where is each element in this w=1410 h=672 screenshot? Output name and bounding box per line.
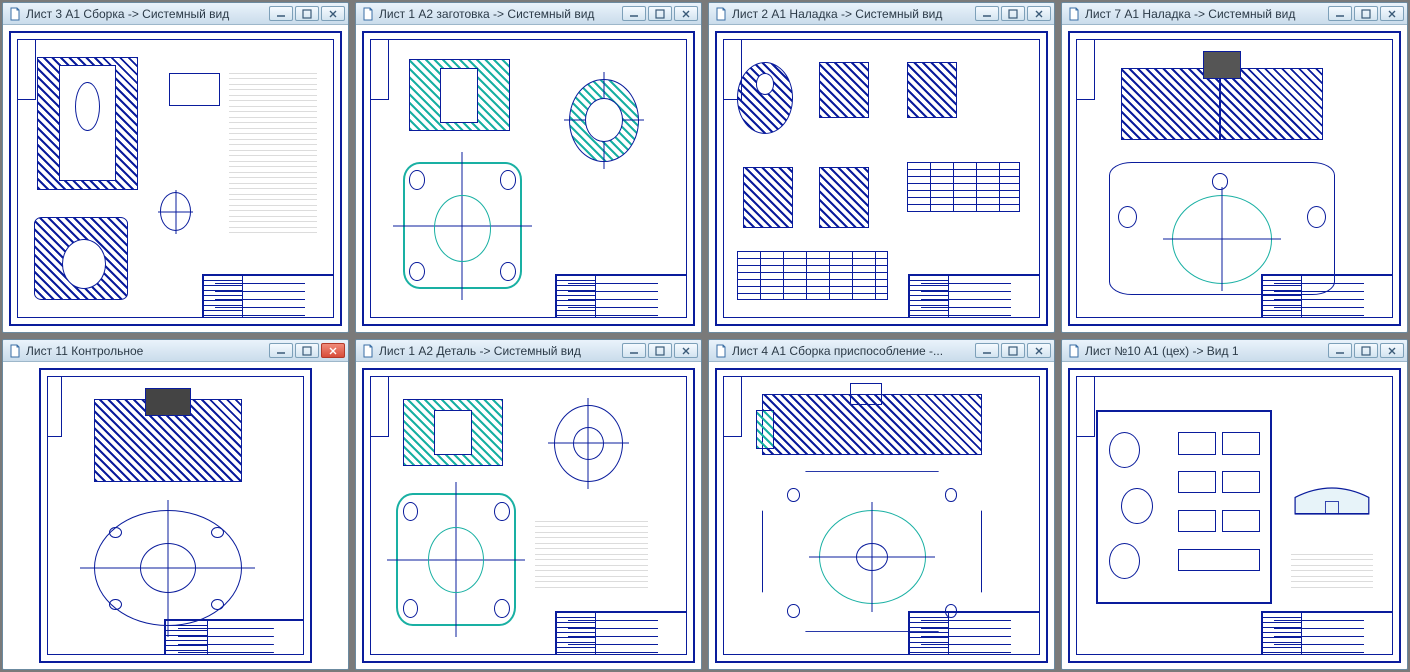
drawing-viewport[interactable] bbox=[3, 25, 348, 332]
drawing-viewport[interactable] bbox=[3, 362, 348, 669]
window-buttons bbox=[269, 343, 345, 358]
close-button[interactable] bbox=[321, 343, 345, 358]
drawing-viewport[interactable] bbox=[709, 25, 1054, 332]
document-icon bbox=[714, 7, 728, 21]
minimize-button[interactable] bbox=[622, 6, 646, 21]
drawing-viewport[interactable] bbox=[1062, 25, 1407, 332]
mdi-container: Лист 3 А1 Сборка -> Системный вид bbox=[2, 2, 1408, 670]
titlebar[interactable]: Лист 4 А1 Сборка приспособление -... bbox=[709, 340, 1054, 362]
document-icon bbox=[8, 344, 22, 358]
minimize-button[interactable] bbox=[269, 343, 293, 358]
titlebar[interactable]: Лист 11 Контрольное bbox=[3, 340, 348, 362]
drawing-frame bbox=[9, 31, 342, 326]
minimize-button[interactable] bbox=[975, 343, 999, 358]
building-section bbox=[1291, 460, 1373, 543]
window-buttons bbox=[269, 6, 345, 21]
mdi-window: Лист 11 Контрольное bbox=[2, 339, 349, 670]
window-buttons bbox=[622, 6, 698, 21]
window-title: Лист 1 А2 Деталь -> Системный вид bbox=[379, 344, 618, 358]
window-buttons bbox=[622, 343, 698, 358]
window-buttons bbox=[1328, 6, 1404, 21]
minimize-button[interactable] bbox=[269, 6, 293, 21]
mdi-window: Лист 7 А1 Наладка -> Системный вид bbox=[1061, 2, 1408, 333]
titlebar[interactable]: Лист 2 А1 Наладка -> Системный вид bbox=[709, 3, 1054, 25]
window-title: Лист 4 А1 Сборка приспособление -... bbox=[732, 344, 971, 358]
window-buttons bbox=[1328, 343, 1404, 358]
document-icon bbox=[1067, 7, 1081, 21]
drawing-viewport[interactable] bbox=[356, 25, 701, 332]
maximize-button[interactable] bbox=[295, 343, 319, 358]
close-button[interactable] bbox=[1027, 6, 1051, 21]
maximize-button[interactable] bbox=[1354, 343, 1378, 358]
minimize-button[interactable] bbox=[1328, 343, 1352, 358]
minimize-button[interactable] bbox=[622, 343, 646, 358]
drawing-viewport[interactable] bbox=[1062, 362, 1407, 669]
document-icon bbox=[714, 344, 728, 358]
maximize-button[interactable] bbox=[295, 6, 319, 21]
close-button[interactable] bbox=[1380, 343, 1404, 358]
minimize-button[interactable] bbox=[1328, 6, 1352, 21]
mdi-window: Лист 1 А2 Деталь -> Системный вид bbox=[355, 339, 702, 670]
drawing-frame bbox=[715, 368, 1048, 663]
mdi-window: Лист 4 А1 Сборка приспособление -... bbox=[708, 339, 1055, 670]
window-title: Лист 3 А1 Сборка -> Системный вид bbox=[26, 7, 265, 21]
mdi-window: Лист 3 А1 Сборка -> Системный вид bbox=[2, 2, 349, 333]
titlebar[interactable]: Лист 3 А1 Сборка -> Системный вид bbox=[3, 3, 348, 25]
mdi-window: Лист 2 А1 Наладка -> Системный вид bbox=[708, 2, 1055, 333]
maximize-button[interactable] bbox=[648, 6, 672, 21]
maximize-button[interactable] bbox=[1354, 6, 1378, 21]
mdi-window: Лист 1 А2 заготовка -> Системный вид bbox=[355, 2, 702, 333]
titlebar[interactable]: Лист 1 А2 Деталь -> Системный вид bbox=[356, 340, 701, 362]
document-icon bbox=[361, 7, 375, 21]
maximize-button[interactable] bbox=[1001, 6, 1025, 21]
titlebar[interactable]: Лист 7 А1 Наладка -> Системный вид bbox=[1062, 3, 1407, 25]
drawing-frame bbox=[715, 31, 1048, 326]
drawing-frame bbox=[362, 31, 695, 326]
titlebar[interactable]: Лист №10 А1 (цех) -> Вид 1 bbox=[1062, 340, 1407, 362]
close-button[interactable] bbox=[674, 343, 698, 358]
drawing-viewport[interactable] bbox=[356, 362, 701, 669]
drawing-frame bbox=[39, 368, 312, 663]
drawing-frame bbox=[1068, 31, 1401, 326]
titlebar[interactable]: Лист 1 А2 заготовка -> Системный вид bbox=[356, 3, 701, 25]
minimize-button[interactable] bbox=[975, 6, 999, 21]
window-title: Лист 1 А2 заготовка -> Системный вид bbox=[379, 7, 618, 21]
drawing-viewport[interactable] bbox=[709, 362, 1054, 669]
document-icon bbox=[8, 7, 22, 21]
drawing-frame bbox=[1068, 368, 1401, 663]
maximize-button[interactable] bbox=[1001, 343, 1025, 358]
mdi-window: Лист №10 А1 (цех) -> Вид 1 bbox=[1061, 339, 1408, 670]
document-icon bbox=[361, 344, 375, 358]
window-buttons bbox=[975, 6, 1051, 21]
window-buttons bbox=[975, 343, 1051, 358]
window-title: Лист 11 Контрольное bbox=[26, 344, 265, 358]
close-button[interactable] bbox=[321, 6, 345, 21]
window-title: Лист №10 А1 (цех) -> Вид 1 bbox=[1085, 344, 1324, 358]
close-button[interactable] bbox=[1380, 6, 1404, 21]
close-button[interactable] bbox=[674, 6, 698, 21]
maximize-button[interactable] bbox=[648, 343, 672, 358]
window-title: Лист 7 А1 Наладка -> Системный вид bbox=[1085, 7, 1324, 21]
close-button[interactable] bbox=[1027, 343, 1051, 358]
window-title: Лист 2 А1 Наладка -> Системный вид bbox=[732, 7, 971, 21]
document-icon bbox=[1067, 344, 1081, 358]
drawing-frame bbox=[362, 368, 695, 663]
